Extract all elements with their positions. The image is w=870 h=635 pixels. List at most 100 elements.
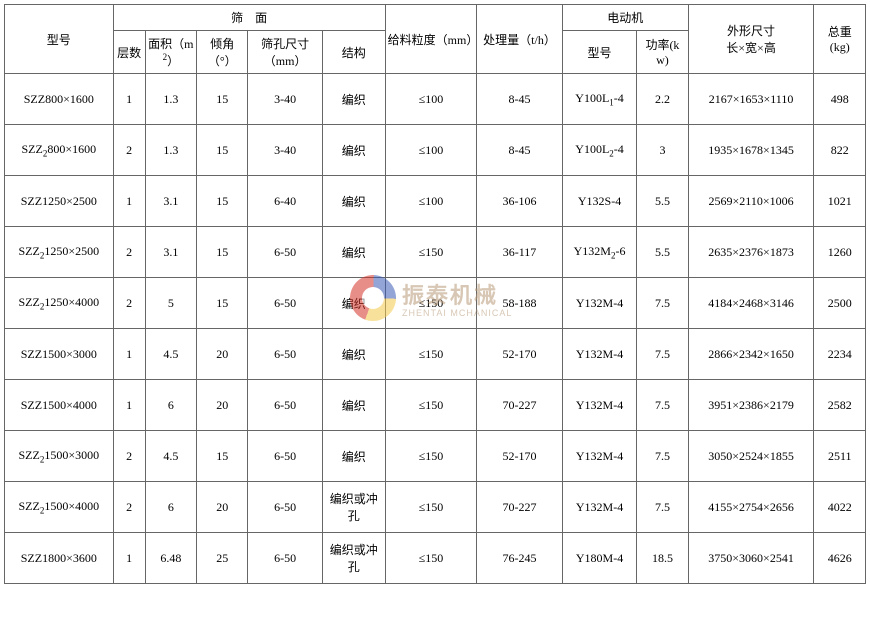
dimensions-cell: 2866×2342×1650 bbox=[688, 329, 814, 380]
weight-cell: 2234 bbox=[814, 329, 866, 380]
hole-cell: 6-50 bbox=[248, 329, 322, 380]
th-weight: 总重(kg) bbox=[814, 5, 866, 74]
motor-power-cell: 7.5 bbox=[637, 482, 688, 533]
structure-cell: 编织 bbox=[322, 431, 385, 482]
structure-cell: 编织或冲孔 bbox=[322, 482, 385, 533]
motor-power-cell: 5.5 bbox=[637, 176, 688, 227]
dimensions-cell: 2167×1653×1110 bbox=[688, 74, 814, 125]
model-cell: SZZ21500×4000 bbox=[5, 482, 114, 533]
angle-cell: 15 bbox=[197, 176, 248, 227]
motor-power-cell: 3 bbox=[637, 125, 688, 176]
motor-model-cell: Y132M-4 bbox=[562, 380, 636, 431]
dimensions-cell: 3050×2524×1855 bbox=[688, 431, 814, 482]
dimensions-cell: 2635×2376×1873 bbox=[688, 227, 814, 278]
structure-cell: 编织 bbox=[322, 227, 385, 278]
area-cell: 6 bbox=[145, 482, 196, 533]
capacity-cell: 52-170 bbox=[477, 329, 563, 380]
weight-cell: 4022 bbox=[814, 482, 866, 533]
layers-cell: 2 bbox=[113, 278, 145, 329]
feed-cell: ≤150 bbox=[385, 482, 476, 533]
structure-cell: 编织 bbox=[322, 329, 385, 380]
capacity-cell: 70-227 bbox=[477, 380, 563, 431]
model-cell: SZZ21250×2500 bbox=[5, 227, 114, 278]
motor-model-cell: Y180M-4 bbox=[562, 533, 636, 584]
angle-cell: 20 bbox=[197, 482, 248, 533]
layers-cell: 1 bbox=[113, 380, 145, 431]
area-cell: 1.3 bbox=[145, 125, 196, 176]
angle-cell: 15 bbox=[197, 227, 248, 278]
th-motor-power: 功率(kw) bbox=[637, 31, 688, 74]
area-cell: 3.1 bbox=[145, 227, 196, 278]
motor-power-cell: 7.5 bbox=[637, 380, 688, 431]
angle-cell: 20 bbox=[197, 380, 248, 431]
capacity-cell: 8-45 bbox=[477, 74, 563, 125]
structure-cell: 编织 bbox=[322, 74, 385, 125]
area-cell: 6 bbox=[145, 380, 196, 431]
angle-cell: 25 bbox=[197, 533, 248, 584]
feed-cell: ≤150 bbox=[385, 533, 476, 584]
hole-cell: 6-50 bbox=[248, 227, 322, 278]
weight-cell: 4626 bbox=[814, 533, 866, 584]
feed-cell: ≤150 bbox=[385, 380, 476, 431]
area-cell: 3.1 bbox=[145, 176, 196, 227]
th-dimensions: 外形尺寸长×宽×高 bbox=[688, 5, 814, 74]
angle-cell: 15 bbox=[197, 125, 248, 176]
table-row: SZZ21500×300024.5156-50编织≤15052-170Y132M… bbox=[5, 431, 866, 482]
motor-power-cell: 2.2 bbox=[637, 74, 688, 125]
area-cell: 4.5 bbox=[145, 431, 196, 482]
model-cell: SZZ1500×4000 bbox=[5, 380, 114, 431]
layers-cell: 2 bbox=[113, 431, 145, 482]
feed-cell: ≤150 bbox=[385, 278, 476, 329]
angle-cell: 20 bbox=[197, 329, 248, 380]
angle-cell: 15 bbox=[197, 278, 248, 329]
motor-model-cell: Y132M-4 bbox=[562, 278, 636, 329]
capacity-cell: 52-170 bbox=[477, 431, 563, 482]
model-cell: SZZ1250×2500 bbox=[5, 176, 114, 227]
dimensions-cell: 4184×2468×3146 bbox=[688, 278, 814, 329]
hole-cell: 3-40 bbox=[248, 125, 322, 176]
weight-cell: 2582 bbox=[814, 380, 866, 431]
motor-model-cell: Y132S-4 bbox=[562, 176, 636, 227]
structure-cell: 编织 bbox=[322, 278, 385, 329]
hole-cell: 6-50 bbox=[248, 380, 322, 431]
table-body: SZZ800×160011.3153-40编织≤1008-45Y100L1-42… bbox=[5, 74, 866, 584]
weight-cell: 2500 bbox=[814, 278, 866, 329]
model-cell: SZZ2800×1600 bbox=[5, 125, 114, 176]
weight-cell: 498 bbox=[814, 74, 866, 125]
motor-model-cell: Y100L1-4 bbox=[562, 74, 636, 125]
motor-model-cell: Y100L2-4 bbox=[562, 125, 636, 176]
layers-cell: 1 bbox=[113, 533, 145, 584]
hole-cell: 3-40 bbox=[248, 74, 322, 125]
layers-cell: 1 bbox=[113, 74, 145, 125]
th-feed: 给料粒度（mm） bbox=[385, 5, 476, 74]
feed-cell: ≤100 bbox=[385, 74, 476, 125]
dimensions-cell: 2569×2110×1006 bbox=[688, 176, 814, 227]
table-row: SZZ1500×400016206-50编织≤15070-227Y132M-47… bbox=[5, 380, 866, 431]
dimensions-cell: 3750×3060×2541 bbox=[688, 533, 814, 584]
area-cell: 6.48 bbox=[145, 533, 196, 584]
hole-cell: 6-50 bbox=[248, 431, 322, 482]
weight-cell: 822 bbox=[814, 125, 866, 176]
th-layers: 层数 bbox=[113, 31, 145, 74]
model-cell: SZZ21250×4000 bbox=[5, 278, 114, 329]
th-capacity: 处理量（t/h） bbox=[477, 5, 563, 74]
feed-cell: ≤150 bbox=[385, 329, 476, 380]
area-cell: 1.3 bbox=[145, 74, 196, 125]
table-row: SZZ21500×400026206-50编织或冲孔≤15070-227Y132… bbox=[5, 482, 866, 533]
motor-power-cell: 7.5 bbox=[637, 278, 688, 329]
table-row: SZZ1250×250013.1156-40编织≤10036-106Y132S-… bbox=[5, 176, 866, 227]
table-row: SZZ1500×300014.5206-50编织≤15052-170Y132M-… bbox=[5, 329, 866, 380]
capacity-cell: 70-227 bbox=[477, 482, 563, 533]
th-structure: 结构 bbox=[322, 31, 385, 74]
th-motor-model: 型号 bbox=[562, 31, 636, 74]
capacity-cell: 8-45 bbox=[477, 125, 563, 176]
model-cell: SZZ1800×3600 bbox=[5, 533, 114, 584]
capacity-cell: 36-117 bbox=[477, 227, 563, 278]
weight-cell: 2511 bbox=[814, 431, 866, 482]
dimensions-cell: 4155×2754×2656 bbox=[688, 482, 814, 533]
model-cell: SZZ21500×3000 bbox=[5, 431, 114, 482]
angle-cell: 15 bbox=[197, 431, 248, 482]
structure-cell: 编织 bbox=[322, 125, 385, 176]
layers-cell: 1 bbox=[113, 176, 145, 227]
th-model: 型号 bbox=[5, 5, 114, 74]
